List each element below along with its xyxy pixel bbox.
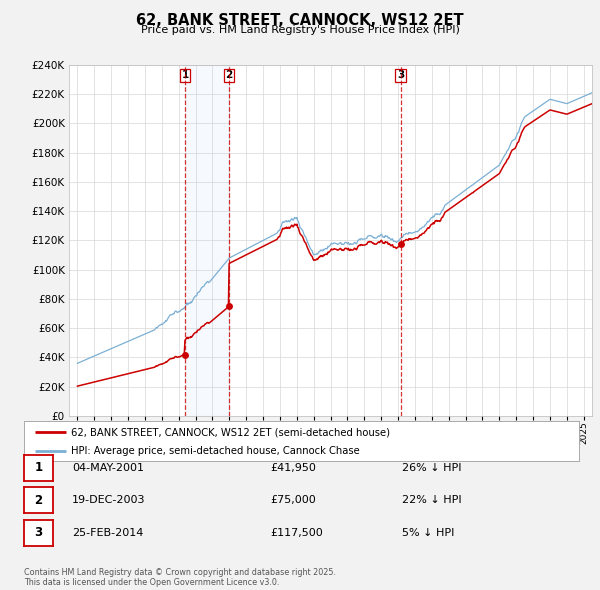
Text: Contains HM Land Registry data © Crown copyright and database right 2025.
This d: Contains HM Land Registry data © Crown c… [24,568,336,587]
Text: 19-DEC-2003: 19-DEC-2003 [72,496,146,505]
Text: 26% ↓ HPI: 26% ↓ HPI [402,463,461,473]
Text: HPI: Average price, semi-detached house, Cannock Chase: HPI: Average price, semi-detached house,… [71,447,360,456]
Text: £41,950: £41,950 [270,463,316,473]
Text: 04-MAY-2001: 04-MAY-2001 [72,463,144,473]
Text: 3: 3 [34,526,43,539]
Text: 5% ↓ HPI: 5% ↓ HPI [402,528,454,537]
Text: 2: 2 [34,494,43,507]
Bar [185,65,229,416]
Text: £75,000: £75,000 [270,496,316,505]
Text: Price paid vs. HM Land Registry's House Price Index (HPI): Price paid vs. HM Land Registry's House … [140,25,460,35]
Text: 1: 1 [181,70,188,80]
Text: 62, BANK STREET, CANNOCK, WS12 2ET (semi-detached house): 62, BANK STREET, CANNOCK, WS12 2ET (semi… [71,428,390,438]
Text: 3: 3 [397,70,404,80]
Text: £117,500: £117,500 [270,528,323,537]
Text: 1: 1 [34,461,43,474]
Text: 25-FEB-2014: 25-FEB-2014 [72,528,143,537]
Text: 22% ↓ HPI: 22% ↓ HPI [402,496,461,505]
Text: 62, BANK STREET, CANNOCK, WS12 2ET: 62, BANK STREET, CANNOCK, WS12 2ET [136,13,464,28]
Text: 2: 2 [225,70,232,80]
